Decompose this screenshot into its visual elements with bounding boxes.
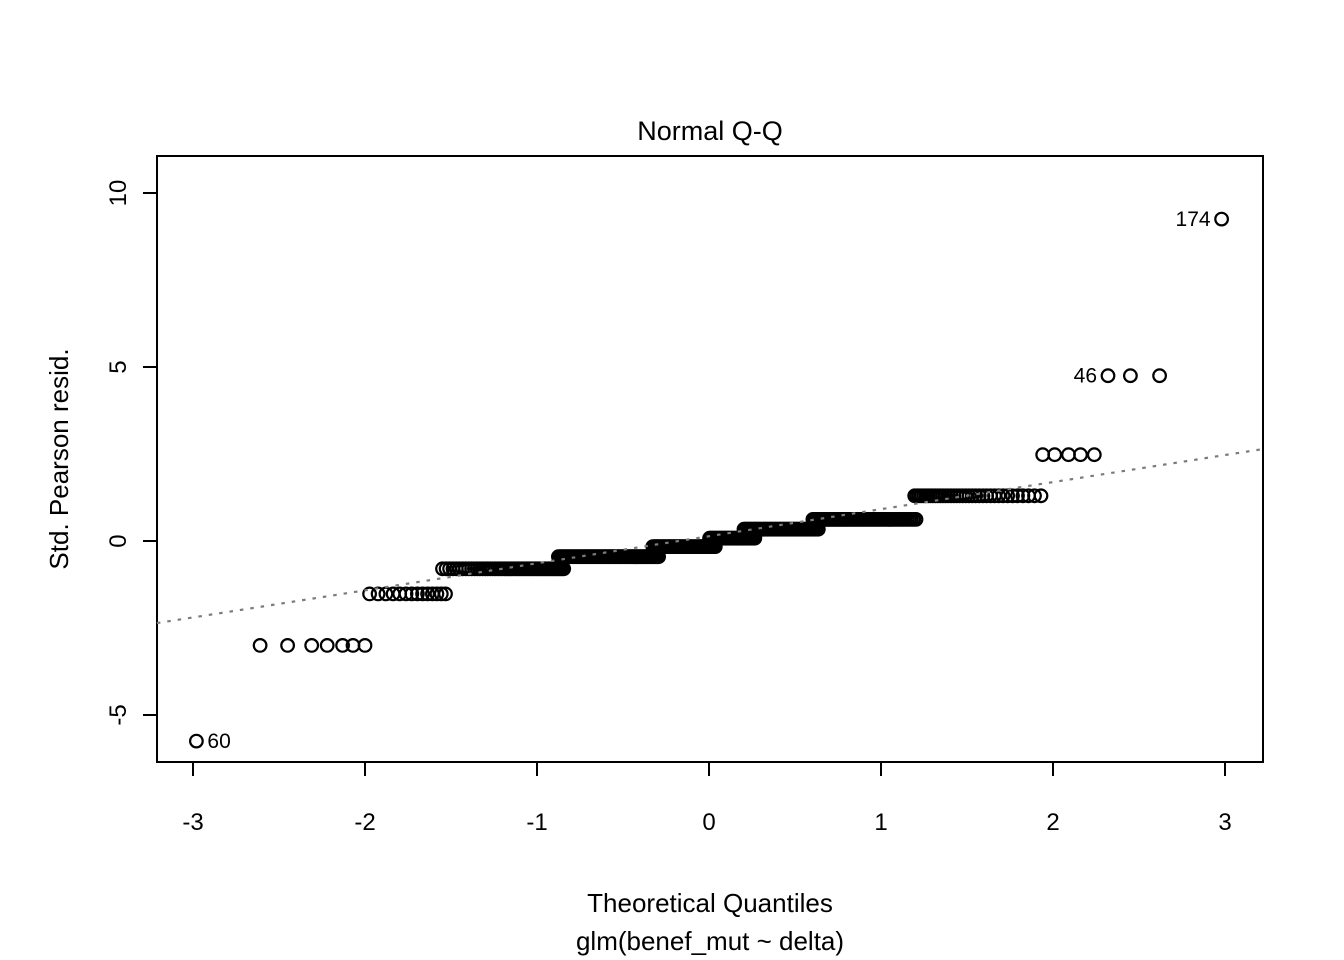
- data-point: [415, 586, 431, 602]
- point-labels-layer: 60 46 174: [207, 208, 1211, 753]
- data-point: [1010, 488, 1025, 504]
- y-axis: -5 0 5 10: [105, 180, 157, 726]
- x-tick-label: 1: [874, 809, 887, 836]
- data-point: [410, 586, 425, 602]
- plot-box: [156, 155, 1264, 763]
- data-point: [1047, 447, 1063, 463]
- data-point: [335, 638, 351, 653]
- data-point: [280, 638, 296, 653]
- reference-line-layer: [156, 448, 1263, 625]
- data-point: [908, 512, 924, 527]
- data-point: [1073, 447, 1088, 463]
- x-tick-label: -3: [182, 809, 203, 836]
- point-label: 174: [1176, 208, 1211, 231]
- data-point: [404, 586, 420, 602]
- data-point: [991, 488, 1007, 504]
- data-point: [362, 586, 378, 602]
- data-point: [1035, 447, 1051, 463]
- x-axis-title: Theoretical Quantiles: [587, 888, 833, 918]
- data-points-layer: [188, 211, 1229, 749]
- point-label: 60: [207, 730, 230, 753]
- data-point: [188, 733, 204, 749]
- data-point: [1152, 368, 1167, 384]
- data-point: [357, 638, 373, 653]
- chart-title: Normal Q-Q: [637, 116, 783, 146]
- x-axis: -3 -2 -1 0 1 2 3: [182, 762, 1232, 836]
- data-point: [429, 586, 445, 602]
- x-axis-subtitle: glm(benef_mut ~ delta): [576, 926, 844, 956]
- data-point: [1100, 368, 1116, 384]
- y-axis-title: Std. Pearson resid.: [44, 348, 74, 569]
- point-label: 46: [1074, 365, 1097, 388]
- x-tick-label: 3: [1218, 809, 1231, 836]
- x-tick-label: 0: [702, 809, 715, 836]
- x-tick-label: -1: [526, 809, 547, 836]
- x-tick-label: 2: [1046, 809, 1059, 836]
- data-point: [1005, 488, 1020, 504]
- y-tick-label: 10: [105, 180, 132, 207]
- y-tick-label: -5: [105, 704, 132, 725]
- data-point: [304, 638, 320, 653]
- data-point: [1027, 488, 1042, 504]
- data-point: [1033, 488, 1049, 504]
- data-point: [1061, 447, 1076, 463]
- qq-reference-line: [156, 448, 1263, 625]
- data-point: [438, 586, 453, 602]
- data-point: [433, 586, 449, 602]
- y-tick-label: 5: [105, 360, 132, 373]
- data-point: [370, 586, 386, 602]
- data-point: [1086, 447, 1102, 463]
- data-point: [995, 488, 1011, 504]
- y-tick-label: 0: [105, 534, 132, 547]
- data-point: [398, 586, 414, 602]
- data-point: [1122, 368, 1138, 384]
- data-point: [319, 638, 335, 653]
- data-point: [1214, 211, 1229, 227]
- data-point: [252, 638, 268, 653]
- x-tick-label: -2: [354, 809, 375, 836]
